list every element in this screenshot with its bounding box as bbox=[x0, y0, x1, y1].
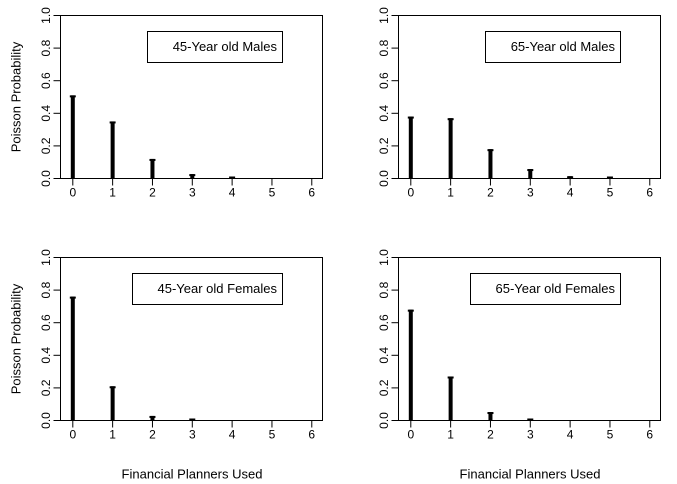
svg-text:0.4: 0.4 bbox=[39, 105, 53, 122]
svg-text:0.6: 0.6 bbox=[377, 72, 391, 89]
svg-text:0.2: 0.2 bbox=[377, 379, 391, 396]
svg-text:1.0: 1.0 bbox=[39, 249, 53, 266]
svg-text:3: 3 bbox=[189, 428, 196, 442]
svg-text:0: 0 bbox=[407, 186, 414, 200]
svg-text:5: 5 bbox=[607, 186, 614, 200]
svg-text:1: 1 bbox=[447, 186, 454, 200]
svg-text:6: 6 bbox=[308, 186, 315, 200]
panel-65-year-old-males: 0.0 0.2 0.4 0.6 0.8 1.0 0 1 2 3 4 5 6 65-Year old Ma… bbox=[338, 0, 677, 242]
legend-box: 45-Year old Males bbox=[146, 31, 283, 63]
svg-text:1.0: 1.0 bbox=[377, 7, 391, 24]
svg-text:2: 2 bbox=[149, 186, 156, 200]
svg-text:0.4: 0.4 bbox=[39, 347, 53, 364]
legend-label: 45-Year old Females bbox=[157, 281, 277, 296]
svg-text:4: 4 bbox=[567, 428, 574, 442]
svg-text:2: 2 bbox=[487, 428, 494, 442]
svg-text:0.8: 0.8 bbox=[39, 281, 53, 298]
svg-text:1: 1 bbox=[109, 186, 116, 200]
svg-text:0.4: 0.4 bbox=[377, 347, 391, 364]
legend-label: 65-Year old Females bbox=[495, 281, 615, 296]
svg-text:4: 4 bbox=[567, 186, 574, 200]
svg-text:2: 2 bbox=[149, 428, 156, 442]
svg-text:3: 3 bbox=[189, 186, 196, 200]
svg-text:0.2: 0.2 bbox=[39, 137, 53, 154]
svg-text:0: 0 bbox=[407, 428, 414, 442]
legend-box: 65-Year old Males bbox=[484, 31, 621, 63]
bar-plot-45-males: 0.0 0.2 0.4 0.6 0.8 1.0 0 1 2 3 4 5 6 bbox=[39, 7, 323, 200]
svg-text:0.8: 0.8 bbox=[377, 39, 391, 56]
svg-text:0.6: 0.6 bbox=[39, 314, 53, 331]
svg-text:0: 0 bbox=[69, 186, 76, 200]
svg-text:0.8: 0.8 bbox=[39, 39, 53, 56]
svg-text:6: 6 bbox=[646, 186, 653, 200]
svg-text:0.2: 0.2 bbox=[377, 137, 391, 154]
svg-text:4: 4 bbox=[229, 186, 236, 200]
svg-text:0.0: 0.0 bbox=[39, 170, 53, 187]
svg-text:0.8: 0.8 bbox=[377, 281, 391, 298]
svg-text:3: 3 bbox=[527, 186, 534, 200]
panel-65-year-old-females: 0.0 0.2 0.4 0.6 0.8 1.0 0 1 2 3 4 5 6 65-Year old Fe… bbox=[338, 242, 677, 484]
bar-plot-45-females: 0.0 0.2 0.4 0.6 0.8 1.0 0 1 2 3 4 5 6 bbox=[39, 249, 323, 442]
svg-text:1: 1 bbox=[109, 428, 116, 442]
panel-45-year-old-males: 0.0 0.2 0.4 0.6 0.8 1.0 0 1 2 3 4 5 6 45-Year old Ma… bbox=[0, 0, 339, 242]
svg-text:0.0: 0.0 bbox=[377, 412, 391, 429]
legend-box: 45-Year old Females bbox=[131, 273, 283, 305]
svg-text:4: 4 bbox=[229, 428, 236, 442]
svg-text:0: 0 bbox=[69, 428, 76, 442]
svg-text:0.4: 0.4 bbox=[377, 105, 391, 122]
svg-text:1: 1 bbox=[447, 428, 454, 442]
svg-text:1.0: 1.0 bbox=[39, 7, 53, 24]
svg-text:5: 5 bbox=[607, 428, 614, 442]
svg-text:3: 3 bbox=[527, 428, 534, 442]
x-axis-label: Financial Planners Used bbox=[121, 466, 263, 482]
y-axis-label: Poisson Probability bbox=[8, 41, 24, 153]
legend-box: 65-Year old Females bbox=[469, 273, 621, 305]
svg-text:0.0: 0.0 bbox=[377, 170, 391, 187]
bar-plot-65-males: 0.0 0.2 0.4 0.6 0.8 1.0 0 1 2 3 4 5 6 bbox=[377, 7, 661, 200]
svg-text:0.6: 0.6 bbox=[377, 314, 391, 331]
svg-text:6: 6 bbox=[308, 428, 315, 442]
svg-text:6: 6 bbox=[646, 428, 653, 442]
x-axis-label: Financial Planners Used bbox=[459, 466, 601, 482]
y-axis-label: Poisson Probability bbox=[8, 283, 24, 395]
svg-text:2: 2 bbox=[487, 186, 494, 200]
svg-text:0.6: 0.6 bbox=[39, 72, 53, 89]
svg-text:5: 5 bbox=[269, 186, 276, 200]
panel-45-year-old-females: 0.0 0.2 0.4 0.6 0.8 1.0 0 1 2 3 4 5 6 45-Year old Fe… bbox=[0, 242, 339, 484]
svg-text:0.0: 0.0 bbox=[39, 412, 53, 429]
bar-plot-65-females: 0.0 0.2 0.4 0.6 0.8 1.0 0 1 2 3 4 5 6 bbox=[377, 249, 661, 442]
svg-text:5: 5 bbox=[269, 428, 276, 442]
legend-label: 65-Year old Males bbox=[510, 39, 615, 54]
legend-label: 45-Year old Males bbox=[172, 39, 277, 54]
svg-text:1.0: 1.0 bbox=[377, 249, 391, 266]
svg-text:0.2: 0.2 bbox=[39, 379, 53, 396]
